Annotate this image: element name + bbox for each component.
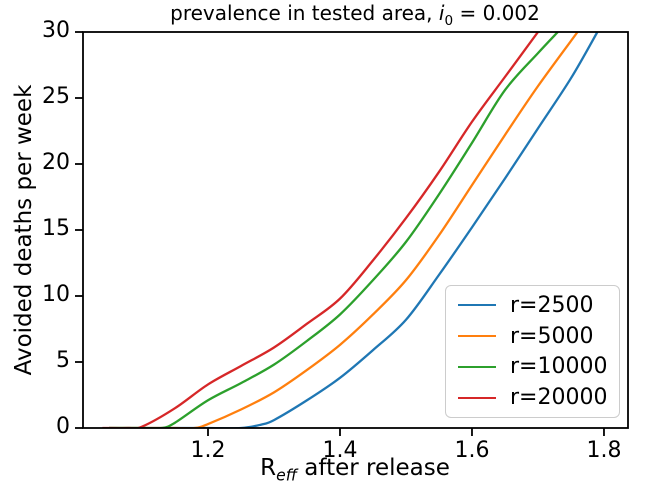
y-tick-label: 5 <box>56 348 70 373</box>
x-tick-label: 1.8 <box>586 438 622 463</box>
legend-item: r=10000 <box>446 352 619 381</box>
axes-spines <box>82 31 629 429</box>
legend-item: r=5000 <box>446 322 619 351</box>
legend-line-sample <box>458 335 496 338</box>
y-tick-label: 0 <box>56 414 70 439</box>
y-tick-label: 25 <box>42 84 70 109</box>
y-tick-label: 10 <box>42 282 70 307</box>
legend-line-sample <box>458 304 496 307</box>
legend-item: r=20000 <box>446 383 619 412</box>
series-line-r10000 <box>109 32 559 428</box>
legend-label: r=2500 <box>510 292 594 318</box>
y-tick-label: 20 <box>42 150 70 175</box>
x-tick-label: 1.2 <box>190 438 226 463</box>
chart-title: prevalence in tested area, i0 = 0.002 <box>170 1 540 29</box>
y-tick-label: 30 <box>42 18 70 43</box>
legend: r=2500 r=5000 r=10000 r=20000 <box>445 285 620 418</box>
x-tick-label: 1.4 <box>322 438 358 463</box>
series-line-r5000 <box>109 32 579 428</box>
x-axis-label: Reff after release <box>260 455 450 485</box>
legend-label: r=20000 <box>510 385 608 411</box>
series-line-r20000 <box>102 32 539 428</box>
y-tick-label: 15 <box>42 216 70 241</box>
legend-label: r=5000 <box>510 323 594 349</box>
legend-line-sample <box>458 365 496 368</box>
series-line-r2500 <box>109 32 599 428</box>
x-tick-label: 1.6 <box>454 438 490 463</box>
legend-line-sample <box>458 396 496 399</box>
legend-label: r=10000 <box>510 354 608 380</box>
legend-item: r=2500 <box>446 291 619 320</box>
